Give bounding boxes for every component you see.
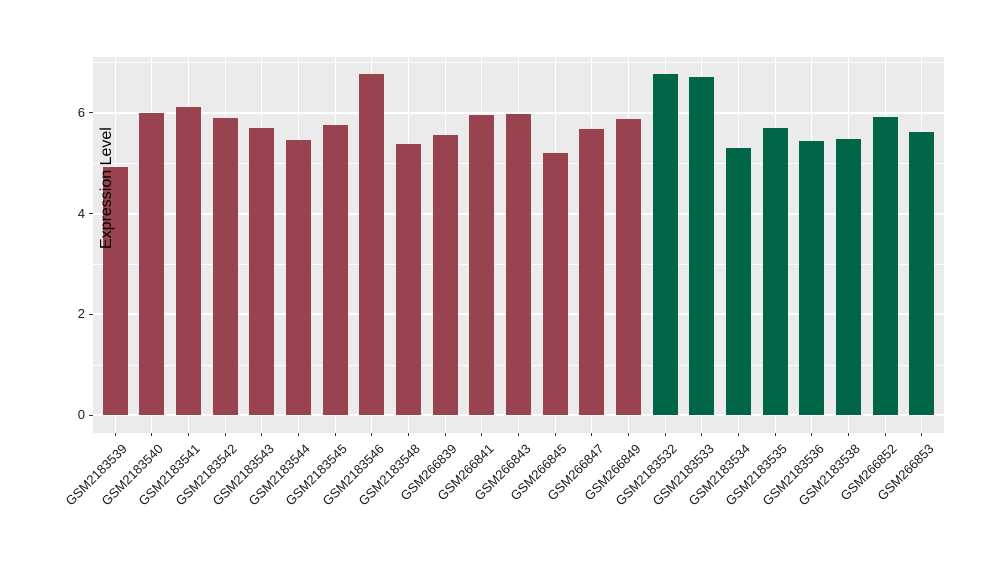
x-tick-mark <box>518 433 519 436</box>
x-tick-mark <box>261 433 263 436</box>
x-tick-mark <box>371 433 373 436</box>
bar-GSM2183540 <box>139 112 165 416</box>
y-tick-mark <box>89 313 93 315</box>
bar-GSM2183542 <box>212 117 238 416</box>
x-tick-mark <box>151 433 153 436</box>
bar-GSM2183546 <box>359 73 385 416</box>
x-tick-mark <box>811 433 813 436</box>
bar-GSM2183538 <box>836 138 862 416</box>
gridline-minor <box>93 62 944 64</box>
bar-GSM266843 <box>506 114 531 416</box>
bar-GSM266849 <box>616 119 642 416</box>
bar-GSM266841 <box>469 114 495 416</box>
x-tick-mark <box>481 433 483 436</box>
bar-GSM2183539 <box>102 167 128 416</box>
x-tick-mark <box>187 433 189 436</box>
y-tick-label: 0 <box>77 407 85 423</box>
y-axis-title: Expression Level <box>97 127 115 249</box>
x-tick-mark <box>114 433 116 436</box>
x-tick-mark <box>297 433 299 436</box>
bar-GSM2183544 <box>285 139 311 416</box>
gridline-major <box>93 414 944 417</box>
bar-GSM266853 <box>909 131 935 416</box>
gridline-major <box>93 111 944 114</box>
bar-GSM2183536 <box>799 140 825 416</box>
x-tick-mark <box>591 433 593 436</box>
y-tick-mark <box>89 414 93 416</box>
y-tick-label: 2 <box>77 306 85 322</box>
bar-GSM266847 <box>579 129 605 416</box>
x-tick-mark <box>664 433 666 436</box>
y-tick-label: 4 <box>77 205 85 221</box>
x-tick-mark <box>884 433 886 436</box>
plot-panel <box>93 57 944 433</box>
bar-GSM2183534 <box>726 147 752 416</box>
bar-GSM2183532 <box>652 74 678 416</box>
x-tick-label: GSM2183539 <box>62 441 130 509</box>
y-tick-mark <box>89 112 93 114</box>
bar-GSM2183535 <box>762 128 788 416</box>
bar-GSM2183543 <box>249 127 275 416</box>
x-tick-mark <box>444 433 446 436</box>
bar-GSM2183541 <box>175 107 201 416</box>
bar-GSM2183545 <box>322 124 348 416</box>
bar-GSM266852 <box>872 116 898 416</box>
bar-GSM266845 <box>542 152 568 416</box>
x-tick-mark <box>628 433 630 436</box>
x-tick-mark <box>224 433 226 436</box>
bar-GSM266839 <box>432 134 458 416</box>
x-tick-mark <box>921 433 923 436</box>
x-tick-mark <box>701 433 703 436</box>
x-tick-mark <box>738 433 740 436</box>
y-tick-mark <box>89 213 93 215</box>
x-tick-mark <box>554 433 556 436</box>
x-tick-mark <box>848 433 850 436</box>
bar-GSM2183533 <box>689 76 715 416</box>
bar-GSM2183548 <box>395 144 421 416</box>
x-tick-mark <box>407 433 409 436</box>
y-tick-label: 6 <box>77 104 85 120</box>
x-tick-mark <box>774 433 776 436</box>
x-tick-mark <box>334 433 336 436</box>
